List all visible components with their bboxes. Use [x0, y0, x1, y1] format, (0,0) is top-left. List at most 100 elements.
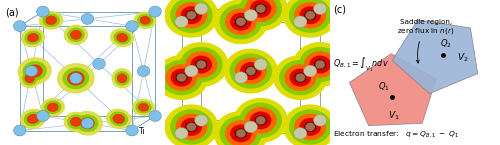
Ellipse shape	[300, 48, 341, 81]
Ellipse shape	[176, 114, 206, 139]
Ellipse shape	[231, 125, 251, 142]
Ellipse shape	[182, 119, 202, 135]
Circle shape	[236, 17, 246, 26]
Ellipse shape	[175, 43, 228, 86]
Ellipse shape	[295, 73, 306, 82]
Text: Ti: Ti	[190, 130, 196, 139]
Ellipse shape	[220, 116, 262, 145]
Ellipse shape	[295, 3, 326, 28]
Ellipse shape	[241, 63, 261, 79]
Text: $Q_{B,1}=\int_{V_1} ndv$: $Q_{B,1}=\int_{V_1} ndv$	[332, 56, 388, 74]
Circle shape	[175, 16, 188, 28]
Ellipse shape	[134, 12, 156, 28]
Circle shape	[256, 4, 266, 13]
Text: $Q_2$: $Q_2$	[440, 37, 452, 50]
Ellipse shape	[24, 112, 42, 126]
Ellipse shape	[115, 72, 129, 85]
Ellipse shape	[246, 0, 276, 21]
Text: Ti: Ti	[138, 127, 145, 136]
Ellipse shape	[305, 52, 336, 77]
Circle shape	[186, 11, 196, 20]
Ellipse shape	[114, 31, 130, 44]
Text: Electron transfer:   $q = Q_{B,1}\;-\;Q_1$: Electron transfer: $q = Q_{B,1}\;-\;Q_1$	[332, 129, 459, 139]
Ellipse shape	[300, 7, 320, 23]
Ellipse shape	[294, 43, 346, 86]
Ellipse shape	[110, 29, 134, 47]
Ellipse shape	[250, 112, 270, 129]
Circle shape	[246, 67, 256, 75]
Text: $Q_1$: $Q_1$	[378, 81, 389, 93]
Circle shape	[305, 11, 315, 20]
Ellipse shape	[280, 61, 321, 95]
Ellipse shape	[43, 14, 59, 26]
Ellipse shape	[182, 7, 202, 23]
Ellipse shape	[220, 5, 262, 39]
Ellipse shape	[274, 56, 326, 99]
Ellipse shape	[196, 60, 206, 69]
Ellipse shape	[226, 9, 256, 34]
Ellipse shape	[284, 105, 337, 145]
Ellipse shape	[315, 60, 326, 69]
Ellipse shape	[246, 67, 256, 75]
Ellipse shape	[64, 25, 88, 44]
Ellipse shape	[290, 69, 310, 86]
Polygon shape	[350, 54, 436, 126]
Ellipse shape	[106, 109, 131, 128]
Ellipse shape	[138, 15, 152, 26]
Ellipse shape	[186, 123, 196, 131]
Ellipse shape	[186, 52, 216, 77]
Ellipse shape	[58, 64, 94, 93]
Circle shape	[256, 116, 266, 125]
Ellipse shape	[250, 0, 270, 17]
Text: Saddle region,
zero flux in $n$($r$): Saddle region, zero flux in $n$($r$)	[397, 19, 454, 63]
Ellipse shape	[310, 56, 330, 73]
Ellipse shape	[133, 99, 154, 115]
Ellipse shape	[186, 11, 196, 20]
Ellipse shape	[214, 0, 268, 44]
Ellipse shape	[28, 65, 42, 77]
Ellipse shape	[81, 118, 94, 128]
Circle shape	[36, 6, 49, 17]
Ellipse shape	[226, 121, 256, 145]
Ellipse shape	[231, 13, 251, 30]
Ellipse shape	[234, 99, 287, 142]
Ellipse shape	[118, 74, 126, 83]
Ellipse shape	[180, 48, 222, 81]
Ellipse shape	[23, 72, 36, 85]
Ellipse shape	[117, 34, 128, 42]
Ellipse shape	[305, 123, 316, 131]
Circle shape	[25, 66, 38, 77]
Circle shape	[149, 6, 162, 17]
Ellipse shape	[68, 28, 84, 41]
Ellipse shape	[165, 105, 218, 145]
Circle shape	[14, 21, 26, 32]
Ellipse shape	[300, 119, 320, 135]
Circle shape	[234, 72, 248, 83]
Circle shape	[236, 129, 246, 138]
Text: (c): (c)	[332, 4, 345, 14]
Ellipse shape	[214, 112, 268, 145]
Circle shape	[186, 123, 196, 131]
Ellipse shape	[176, 3, 206, 28]
Ellipse shape	[28, 34, 38, 42]
Circle shape	[185, 65, 198, 77]
Ellipse shape	[25, 31, 41, 44]
Ellipse shape	[77, 115, 98, 131]
Ellipse shape	[176, 73, 187, 82]
Ellipse shape	[161, 61, 202, 95]
Ellipse shape	[110, 112, 128, 126]
Ellipse shape	[138, 104, 148, 111]
Circle shape	[315, 60, 325, 69]
Ellipse shape	[72, 112, 102, 135]
Ellipse shape	[171, 110, 212, 144]
Circle shape	[296, 73, 305, 82]
Circle shape	[254, 59, 268, 70]
Ellipse shape	[136, 102, 151, 113]
Ellipse shape	[240, 0, 282, 26]
Ellipse shape	[22, 29, 44, 47]
Circle shape	[175, 128, 188, 139]
Ellipse shape	[68, 72, 84, 85]
Circle shape	[194, 3, 208, 14]
Ellipse shape	[290, 0, 331, 32]
Ellipse shape	[23, 62, 46, 80]
